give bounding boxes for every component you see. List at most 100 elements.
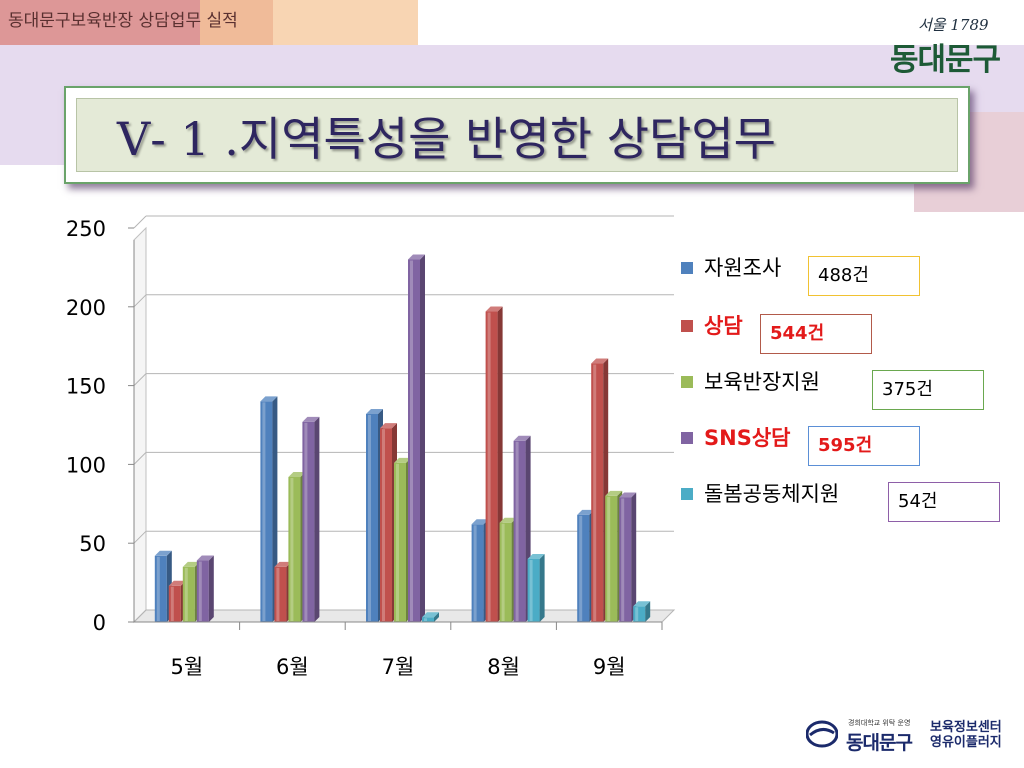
chart-axes: 0 50 100 150 200 250 5월 6월 7월 8월 9월 <box>66 217 663 679</box>
bar-highlight <box>487 312 491 621</box>
logo-center-name: 보육정보센터 영유이플러지 <box>930 720 1002 750</box>
bar-highlight <box>410 260 413 621</box>
total-count-box: 488건 <box>808 256 920 296</box>
gridline-depth <box>133 530 147 544</box>
logo-district-name: 동대문구 <box>846 732 913 754</box>
x-tick-label: 6월 <box>276 655 309 679</box>
bar-highlight <box>473 525 477 621</box>
title-frame: Ⅴ- 1 .지역특성을 반영한 상담업무 <box>64 86 970 184</box>
bar-side <box>645 601 651 622</box>
bar-front <box>260 401 273 622</box>
slide-header: 동대문구보육반장 상담업무 실적 <box>8 11 238 31</box>
bar-top <box>196 555 214 561</box>
bar-side <box>420 254 425 622</box>
bar-top <box>154 550 172 556</box>
legend-label: 상담 <box>704 314 743 338</box>
bar <box>527 553 545 622</box>
bar <box>619 492 637 622</box>
gridline-depth <box>133 294 147 308</box>
bar-top <box>619 492 637 498</box>
bar <box>422 612 439 622</box>
bar-top <box>577 509 595 515</box>
bar-front <box>527 558 540 622</box>
bar-front <box>471 524 484 622</box>
total-count-box: 375건 <box>872 370 984 410</box>
bar-top <box>633 601 651 607</box>
bar-side <box>314 416 320 622</box>
bar <box>196 555 214 622</box>
bar-top <box>605 490 623 496</box>
y-tick-label: 150 <box>66 375 106 399</box>
bar-highlight <box>290 478 294 621</box>
bar-highlight <box>382 429 385 621</box>
bar-highlight <box>424 618 427 621</box>
bar-side <box>631 492 637 622</box>
logo-slogan: 서울 1789 <box>918 16 989 34</box>
x-tick-label: 7월 <box>382 655 415 679</box>
legend-swatch <box>681 262 693 274</box>
bar-front <box>302 421 315 622</box>
bar-front <box>619 497 632 622</box>
total-count-box: 54건 <box>888 482 1000 522</box>
bar-top <box>485 306 503 312</box>
logo-small-text: 경희대학교 위탁 운영 <box>848 719 911 727</box>
bar-highlight <box>262 402 266 621</box>
bar-side <box>208 555 214 622</box>
legend-label: 보육반장지원 <box>704 370 820 394</box>
bar-front <box>154 555 167 622</box>
legend-swatch <box>681 320 693 332</box>
bar-top <box>380 423 397 429</box>
legend-label: SNS상담 <box>704 426 791 450</box>
y-tick-label: 250 <box>66 217 106 241</box>
slide-title: Ⅴ- 1 .지역특성을 반영한 상담업무 <box>117 112 776 166</box>
bar-front <box>366 413 378 622</box>
bar-top <box>527 553 545 559</box>
bar-top <box>408 254 425 260</box>
bar-top <box>182 561 200 567</box>
bar-top <box>288 472 306 478</box>
x-tick-label: 8월 <box>487 655 520 679</box>
bar-side <box>434 612 439 622</box>
bar-front <box>196 560 209 622</box>
bar-highlight <box>515 441 519 621</box>
bar-front <box>168 585 181 622</box>
bar-front <box>591 363 604 622</box>
bar-highlight <box>184 567 188 621</box>
y-tick-label: 100 <box>66 453 106 477</box>
x-tick-label: 9월 <box>593 655 626 679</box>
chart-bars <box>154 254 651 622</box>
emblem-icon <box>806 720 838 748</box>
bar-highlight <box>529 559 533 621</box>
legend-label: 돌봄공동체지원 <box>704 482 840 506</box>
bar-highlight <box>156 556 160 621</box>
bar-front <box>422 617 434 622</box>
legend-swatch <box>681 488 693 500</box>
bar-front <box>288 477 301 622</box>
bar-highlight <box>579 515 583 621</box>
bar-front <box>380 428 392 622</box>
bar-top <box>422 612 439 618</box>
bar-highlight <box>501 523 505 621</box>
bar-highlight <box>635 607 639 621</box>
title-panel: Ⅴ- 1 .지역특성을 반영한 상담업무 <box>76 98 958 172</box>
bar-front <box>605 495 618 622</box>
gridline-depth <box>133 373 147 386</box>
x-tick-label: 5월 <box>170 655 203 679</box>
bar-top <box>591 358 609 364</box>
bar-top <box>302 416 320 422</box>
bar-highlight <box>170 586 174 621</box>
bar-highlight <box>198 561 202 621</box>
bar-top <box>499 517 517 523</box>
bar-top <box>513 435 531 441</box>
y-tick-label: 0 <box>93 611 106 635</box>
childcare-center-logo: 경희대학교 위탁 운영 동대문구 보육정보센터 영유이플러지 <box>806 718 1020 758</box>
bar-front <box>274 566 287 622</box>
logo-name: 동대문구 <box>890 42 1001 78</box>
bar <box>633 601 651 622</box>
legend-label: 자원조사 <box>704 256 782 280</box>
bar-highlight <box>607 496 611 621</box>
bar-highlight <box>304 422 308 621</box>
total-count-box: 544건 <box>760 314 872 354</box>
bar <box>513 435 531 622</box>
gridline-depth <box>133 215 147 229</box>
